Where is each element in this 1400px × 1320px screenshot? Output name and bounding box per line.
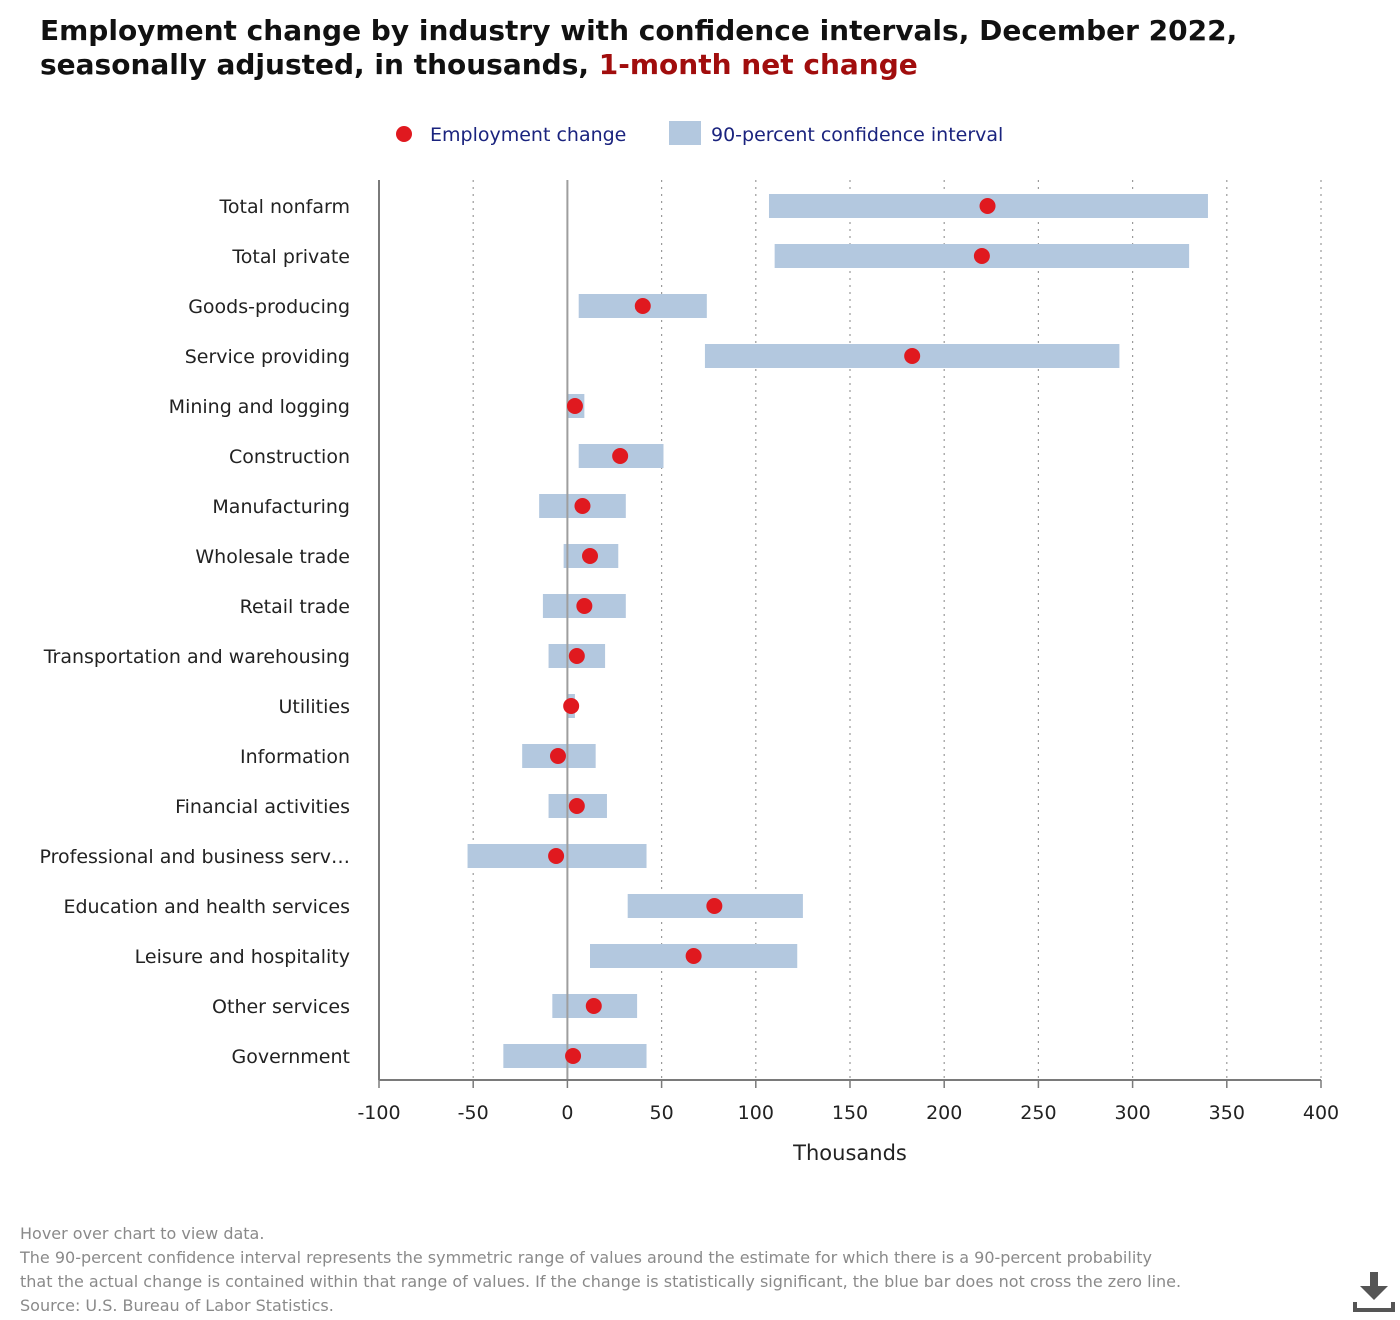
chart-title-line1: Employment change by industry with confi…	[40, 14, 1238, 47]
axes	[378, 180, 1322, 1088]
employment-change-dot[interactable]	[634, 298, 651, 314]
employment-change-dot[interactable]	[566, 398, 583, 414]
employment-change-dot[interactable]	[568, 798, 585, 814]
employment-change-dot[interactable]	[568, 648, 585, 664]
chart-title-line2-text: seasonally adjusted, in thousands,	[40, 48, 590, 81]
category-label: Retail trade	[240, 596, 350, 618]
category-label: Wholesale trade	[195, 546, 350, 568]
x-tick-label: 100	[738, 1102, 774, 1124]
hover-note: Hover over chart to view data.	[20, 1224, 265, 1243]
interval-bars	[467, 194, 1208, 1068]
x-tick-label: 400	[1303, 1102, 1339, 1124]
category-label: Utilities	[278, 696, 350, 718]
chart-title-line2: seasonally adjusted, in thousands, 1-mon…	[40, 48, 1340, 82]
employment-change-dot[interactable]	[582, 548, 599, 564]
interval-note-line1: The 90-percent confidence interval repre…	[20, 1248, 1152, 1267]
category-label: Manufacturing	[212, 496, 350, 518]
category-label: Education and health services	[63, 896, 350, 918]
x-tick-label: 0	[561, 1102, 573, 1124]
x-tick-labels: -100 -50 0 50 100 150 200 250 300 350 400	[357, 1102, 1339, 1124]
employment-change-dot[interactable]	[563, 698, 580, 714]
category-label: Information	[240, 746, 350, 768]
chart-area[interactable]: Employment change 90-percent confidence …	[0, 0, 1400, 1210]
category-label: Service providing	[185, 346, 350, 368]
legend-dot-marker	[396, 126, 412, 142]
employment-change-dot[interactable]	[548, 848, 565, 864]
employment-change-dot[interactable]	[549, 748, 566, 764]
legend-dot-label: Employment change	[430, 124, 626, 146]
chart-legend: Employment change 90-percent confidence …	[396, 121, 1003, 146]
employment-change-dot[interactable]	[904, 348, 921, 364]
change-dots	[548, 198, 996, 1064]
x-tick-label: 250	[1020, 1102, 1056, 1124]
grid-lines	[472, 180, 1322, 1080]
employment-change-dot[interactable]	[585, 998, 602, 1014]
footnotes: Hover over chart to view data. The 90-pe…	[20, 1222, 1340, 1318]
category-labels: Total nonfarm Total private Goods-producin…	[39, 196, 350, 1068]
category-label: Financial activities	[175, 796, 350, 818]
employment-change-dot[interactable]	[574, 498, 591, 514]
x-tick-label: -50	[458, 1102, 489, 1124]
x-axis-title: Thousands	[792, 1141, 907, 1165]
source-note: Source: U.S. Bureau of Labor Statistics.	[20, 1296, 334, 1315]
employment-change-dot[interactable]	[706, 898, 723, 914]
x-tick-label: -100	[357, 1102, 400, 1124]
category-label: Leisure and hospitality	[135, 946, 350, 968]
legend-interval-marker	[669, 121, 701, 145]
category-label: Transportation and warehousing	[43, 646, 350, 668]
interval-note-line2: that the actual change is contained with…	[20, 1272, 1182, 1291]
employment-change-dot[interactable]	[576, 598, 593, 614]
employment-change-dot[interactable]	[973, 248, 990, 264]
category-label: Other services	[212, 996, 350, 1018]
chart-title-accent: 1-month net change	[598, 48, 918, 81]
x-tick-label: 150	[832, 1102, 868, 1124]
legend-interval-label: 90-percent confidence interval	[711, 124, 1003, 146]
employment-change-dot[interactable]	[565, 1048, 582, 1064]
employment-change-dot[interactable]	[612, 448, 629, 464]
x-tick-label: 50	[650, 1102, 674, 1124]
x-tick-label: 350	[1209, 1102, 1245, 1124]
download-icon[interactable]	[1352, 1270, 1396, 1314]
employment-change-dot[interactable]	[979, 198, 996, 214]
category-label: Construction	[229, 446, 350, 468]
x-tick-label: 200	[926, 1102, 962, 1124]
employment-change-dot[interactable]	[685, 948, 702, 964]
category-label: Goods-producing	[188, 296, 350, 318]
category-label: Mining and logging	[169, 396, 350, 418]
x-tick-label: 300	[1114, 1102, 1150, 1124]
category-label: Total nonfarm	[219, 196, 350, 218]
category-label: Government	[232, 1046, 351, 1068]
category-label: Professional and business serv…	[39, 846, 350, 868]
category-label: Total private	[231, 246, 350, 268]
chart-title: Employment change by industry with confi…	[40, 14, 1340, 82]
